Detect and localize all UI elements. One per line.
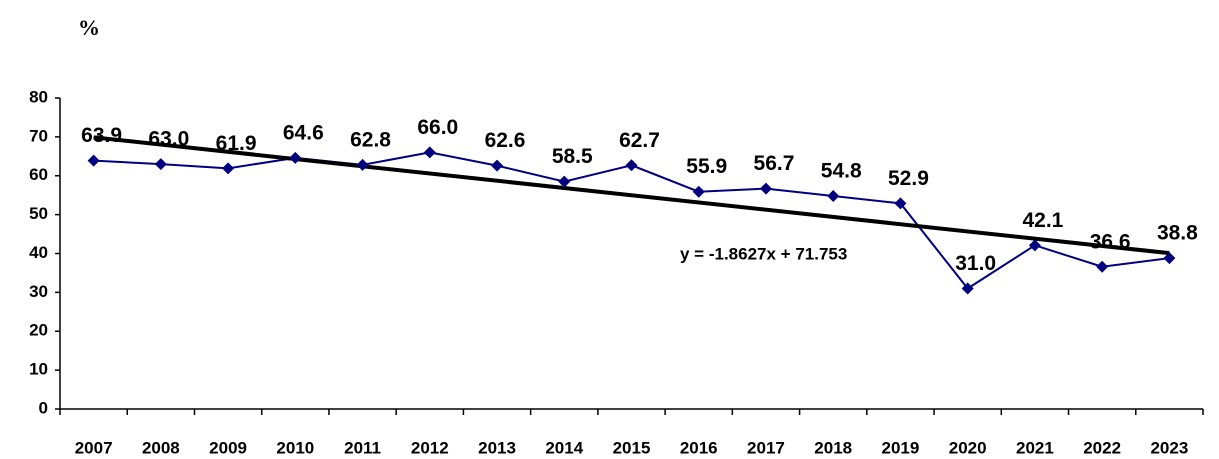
data-label: 38.8 [1157,222,1198,245]
marker [289,151,302,164]
x-tick-label: 2014 [545,438,583,457]
data-label: 63.9 [81,124,122,147]
x-tick-label: 2023 [1150,438,1188,457]
marker [222,162,235,175]
data-label: 31.0 [955,252,996,275]
x-tick-label: 2018 [814,438,852,457]
data-label: 62.6 [485,129,526,152]
x-tick-label: 2015 [613,438,651,457]
y-tick-label: 40 [29,243,48,262]
marker [827,189,840,202]
data-label: 63.0 [148,128,189,151]
marker [356,158,369,171]
data-label: 52.9 [888,167,929,190]
marker [491,159,504,172]
data-label: 56.7 [754,152,795,175]
x-tick-label: 2016 [680,438,718,457]
x-tick-label: 2007 [75,438,113,457]
data-label: 42.1 [1022,209,1063,232]
y-tick-label: 10 [29,360,48,379]
marker [87,154,100,167]
x-tick-label: 2009 [209,438,247,457]
marker [961,282,974,295]
y-tick-label: 30 [29,282,48,301]
marker [759,182,772,195]
x-tick-label: 2013 [478,438,516,457]
data-label: 61.9 [216,132,257,155]
x-tick-label: 2012 [411,438,449,457]
x-tick-label: 2017 [747,438,785,457]
marker [625,159,638,172]
marker [894,197,907,210]
x-tick-label: 2019 [882,438,920,457]
trendline-label: y = -1.8627x + 71.753 [680,244,847,263]
data-label: 62.7 [619,129,660,152]
y-tick-label: 60 [29,165,48,184]
data-label: 55.9 [686,155,727,178]
marker [1028,239,1041,252]
x-tick-label: 2008 [142,438,180,457]
data-label: 36.6 [1090,230,1131,253]
x-tick-label: 2020 [949,438,987,457]
x-tick-label: 2022 [1083,438,1121,457]
data-line [93,151,1170,290]
trendline [93,135,1170,256]
marker [558,175,571,188]
data-label: 62.8 [350,128,391,151]
y-tick-label: 50 [29,204,48,223]
marker [1163,252,1176,265]
marker [423,146,436,159]
x-tick-label: 2011 [344,438,381,457]
y-axis-label: % [78,15,100,40]
y-tick-label: 80 [29,87,48,106]
data-label: 54.8 [821,160,862,183]
marker [154,158,167,171]
y-tick-label: 70 [29,126,48,145]
data-label: 64.6 [283,121,324,144]
y-tick-label: 20 [29,321,48,340]
x-tick-label: 2010 [276,438,314,457]
marker [692,185,705,198]
y-tick-label: 0 [39,398,48,417]
x-tick-label: 2021 [1016,438,1054,457]
data-label: 66.0 [417,116,458,139]
marker [1096,260,1109,273]
data-label: 58.5 [552,145,593,168]
